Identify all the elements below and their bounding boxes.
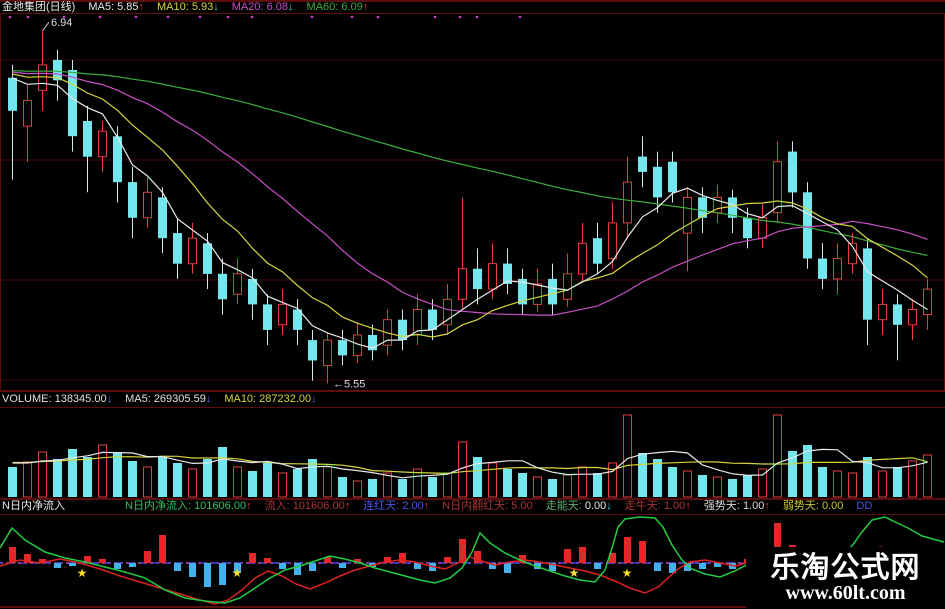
volume-chart[interactable] [0, 408, 945, 500]
panel-separator [0, 407, 945, 408]
readout-item: 走牛天: 1.00↑ [624, 500, 691, 512]
readout-item: 连红天: 2.00↑ [363, 500, 430, 512]
readout-item: 走能天: 0.00↓ [545, 500, 612, 512]
panel-separator [0, 606, 945, 608]
svg-text:←5.55: ←5.55 [333, 378, 365, 390]
readout-item: MA20: 6.08↓ [231, 1, 294, 13]
readout-item: N日内翻红天: 5.00 [442, 500, 533, 512]
svg-text:★: ★ [232, 566, 243, 580]
readout-item: 弱势天: 0.00 [782, 500, 844, 512]
svg-text:6.94: 6.94 [51, 17, 72, 29]
watermark-site-url: www.60lt.com [785, 582, 906, 605]
readout-item: MA10: 5.93↓ [156, 1, 219, 13]
readout-item: MA60: 6.09↑ [306, 1, 369, 13]
indicator-panel-label: N日内净流入 [2, 500, 65, 512]
svg-text:★: ★ [569, 566, 580, 580]
stock-title: 金地集团(日线) [2, 1, 76, 13]
panel-separator [0, 514, 945, 515]
ma-readouts: MA5: 5.85↑ MA10: 5.93↓ MA20: 6.08↓ MA60: 6.… [88, 1, 368, 13]
volume-readouts: VOLUME: 138345.00↓ MA5: 269305.59↓ MA10: 2… [2, 393, 317, 405]
svg-text:★: ★ [77, 566, 88, 580]
readout-item: 流入: 101606.00↑ [264, 500, 351, 512]
watermark: 乐淘公式网 www.60lt.com [746, 547, 945, 609]
panel-separator [0, 390, 945, 392]
readout-item: MA5: 269305.59↓ [125, 393, 212, 405]
readout-item: MA10: 287232.00↓ [224, 393, 317, 405]
candlestick-chart[interactable]: 6.94 ←5.55 [0, 14, 945, 391]
volume-header: VOLUME: 138345.00↓ MA5: 269305.59↓ MA10: 2… [2, 393, 943, 405]
panel-separator [0, 0, 945, 2]
indicator-readouts: N日内净流入: 101606.00↑ 流入: 101606.00↑ 连红天: 2.0… [125, 500, 872, 512]
readout-item: N日内净流入: 101606.00↑ [125, 500, 252, 512]
readout-item: VOLUME: 138345.00↓ [2, 393, 113, 405]
readout-item: MA5: 5.85↑ [88, 1, 144, 13]
panel-separator [0, 13, 945, 14]
watermark-site-name: 乐淘公式网 [770, 551, 921, 584]
indicator-header: N日内净流入 N日内净流入: 101606.00↑ 流入: 101606.00↑ 连… [2, 500, 943, 512]
svg-text:★: ★ [622, 566, 633, 580]
chart-left-border [0, 14, 1, 390]
main-chart-header: 金地集团(日线) MA5: 5.85↑ MA10: 5.93↓ MA20: 6.08… [2, 1, 943, 13]
readout-item: 强势天: 1.00↑ [703, 500, 770, 512]
panel-separator [0, 498, 945, 500]
readout-item: DD [856, 500, 873, 512]
